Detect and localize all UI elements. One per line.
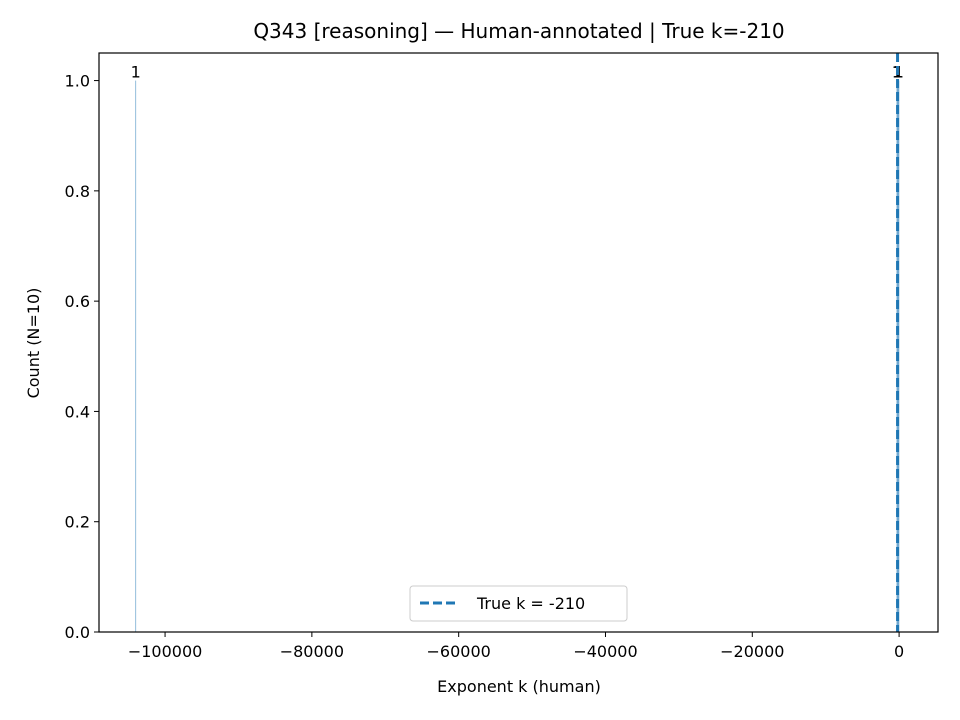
bar-count-label: 1 (131, 63, 141, 82)
x-tick-label: −60000 (427, 642, 491, 661)
x-tick-label: −20000 (720, 642, 784, 661)
y-tick-label: 0.6 (65, 292, 90, 311)
x-tick-label: −40000 (573, 642, 637, 661)
y-tick-label: 0.0 (65, 623, 90, 642)
chart-title: Q343 [reasoning] — Human-annotated | Tru… (253, 19, 784, 43)
legend: True k = -210 (409, 585, 628, 622)
x-axis-label: Exponent k (human) (437, 677, 601, 696)
x-axis-ticks: −100000 −80000 −60000 −40000 −20000 0 (128, 632, 904, 661)
y-tick-label: 1.0 (65, 72, 90, 91)
x-tick-label: −100000 (128, 642, 202, 661)
y-tick-label: 0.2 (65, 513, 90, 532)
legend-entry-true-k: True k = -210 (476, 594, 585, 613)
y-tick-label: 0.4 (65, 402, 90, 421)
y-axis-ticks: 0.0 0.2 0.4 0.6 0.8 1.0 (65, 72, 99, 642)
bar (135, 80, 137, 633)
legend-box (409, 585, 628, 622)
y-tick-label: 0.8 (65, 182, 90, 201)
y-axis-label: Count (N=10) (24, 288, 43, 399)
x-tick-label: −80000 (280, 642, 344, 661)
x-tick-label: 0 (894, 642, 904, 661)
plot-frame (98, 52, 939, 633)
